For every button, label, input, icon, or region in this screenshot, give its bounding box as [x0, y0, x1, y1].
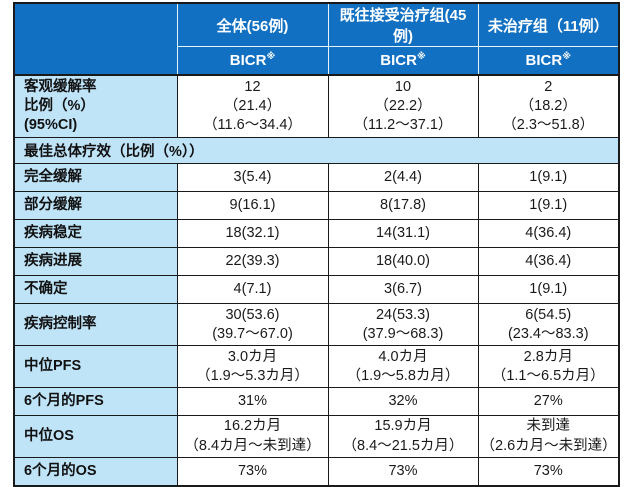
row-progressive-disease: 疾病进展 22(39.3) 18(40.0) 4(36.4) [13, 247, 620, 277]
row-6month-os: 6个月的OS 73% 73% 73% [13, 456, 620, 487]
row-objective-response-rate: 客观缓解率 比例（%） (95%CI) 12 （21.4） （11.6～34.4… [13, 74, 620, 139]
cell-value: 73% [327, 456, 479, 487]
cell-value: 3.0カ月 （1.9～5.3カ月） [176, 345, 329, 389]
cell-value: 4(36.4) [477, 219, 620, 249]
cell-value: 1(9.1) [477, 163, 620, 193]
row-label: 疾病进展 [13, 247, 178, 277]
cell-value: 18(32.1) [176, 219, 329, 249]
bicr-label: BICR [380, 52, 417, 69]
col-header-overall: 全体(56例) [176, 2, 329, 47]
row-6month-pfs: 6个月的PFS 31% 32% 27% [13, 387, 620, 417]
cell-value: 未到達 （2.6カ月～未到達） [477, 415, 620, 458]
row-label: 完全缓解 [13, 163, 178, 193]
cell-value: 2 （18.2） （2.3～51.8） [477, 74, 620, 139]
row-not-evaluable: 不确定 4(7.1) 3(6.7) 1(9.1) [13, 275, 620, 305]
row-partial-response: 部分缓解 9(16.1) 8(17.8) 1(9.1) [13, 191, 620, 221]
cell-value: 1(9.1) [477, 191, 620, 221]
reference-mark: ※ [416, 51, 426, 61]
cell-value: 2.8カ月 （1.1～6.5カ月） [477, 345, 620, 389]
cell-value: 73% [477, 456, 620, 487]
header-group-row: 全体(56例) 既往接受治疗组(45例) 未治疗组（11例） [13, 2, 620, 76]
cell-value: 73% [176, 456, 329, 487]
section-header: 最佳总体疗效（比例（%）） [13, 137, 620, 165]
cell-value: 6(54.5) (23.4～83.3) [477, 303, 620, 347]
subheader-bicr-overall: BICR※ [176, 46, 329, 76]
subheader-bicr-pretreated: BICR※ [327, 46, 479, 76]
row-stable-disease: 疾病稳定 18(32.1) 14(31.1) 4(36.4) [13, 219, 620, 249]
row-median-os: 中位OS 16.2カ月 （8.4カ月～未到達） 15.9カ月 （8.4～21.5… [13, 415, 620, 458]
row-label: 中位OS [13, 415, 178, 458]
cell-value: 2(4.4) [327, 163, 479, 193]
row-section-best-overall-response: 最佳总体疗效（比例（%）） [13, 137, 620, 165]
cell-value: 3(5.4) [176, 163, 329, 193]
cell-value: 4(7.1) [176, 275, 329, 305]
row-label: 6个月的PFS [13, 387, 178, 417]
cell-value: 27% [477, 387, 620, 417]
cell-value: 32% [327, 387, 479, 417]
cell-value: 12 （21.4） （11.6～34.4） [176, 74, 329, 139]
cell-value: 10 （22.2） （11.2～37.1） [327, 74, 479, 139]
cell-value: 8(17.8) [327, 191, 479, 221]
reference-mark: ※ [266, 51, 276, 61]
row-label: 中位PFS [13, 345, 178, 389]
row-label: 疾病稳定 [13, 219, 178, 249]
corner-cell [13, 2, 178, 76]
row-complete-response: 完全缓解 3(5.4) 2(4.4) 1(9.1) [13, 163, 620, 193]
cell-value: 15.9カ月 （8.4～21.5カ月） [327, 415, 479, 458]
cell-value: 9(16.1) [176, 191, 329, 221]
row-label: 不确定 [13, 275, 178, 305]
table-header: 全体(56例) 既往接受治疗组(45例) 未治疗组（11例） BICR※ BIC… [13, 2, 620, 76]
header-sub-row: BICR※ BICR※ BICR※ [14, 46, 620, 76]
row-disease-control-rate: 疾病控制率 30(53.6) (39.7～67.0) 24(53.3) (37.… [13, 303, 620, 347]
row-label: 6个月的OS [13, 456, 178, 487]
row-label: 疾病控制率 [13, 303, 178, 347]
cell-value: 24(53.3) (37.9～68.3) [327, 303, 479, 347]
cell-value: 18(40.0) [327, 247, 479, 277]
col-header-untreated: 未治疗组（11例） [477, 2, 620, 47]
clinical-outcomes-table: 全体(56例) 既往接受治疗组(45例) 未治疗组（11例） BICR※ BIC… [13, 2, 620, 487]
row-label: 客观缓解率 比例（%） (95%CI) [13, 74, 178, 139]
reference-mark: ※ [562, 51, 571, 61]
cell-value: 3(6.7) [327, 275, 479, 305]
bicr-label: BICR [525, 52, 563, 69]
cell-value: 14(31.1) [327, 219, 479, 249]
cell-value: 4.0カ月 （1.9～5.8カ月） [327, 345, 479, 389]
cell-value: 22(39.3) [176, 247, 329, 277]
row-label: 部分缓解 [13, 191, 178, 221]
cell-value: 1(9.1) [477, 275, 620, 305]
efficacy-results-table: 全体(56例) 既往接受治疗组(45例) 未治疗组（11例） BICR※ BIC… [13, 2, 620, 487]
row-median-pfs: 中位PFS 3.0カ月 （1.9～5.3カ月） 4.0カ月 （1.9～5.8カ月… [13, 345, 620, 389]
cell-value: 31% [176, 387, 329, 417]
table-body: 客观缓解率 比例（%） (95%CI) 12 （21.4） （11.6～34.4… [13, 74, 620, 487]
col-header-pretreated: 既往接受治疗组(45例) [327, 2, 479, 47]
cell-value: 30(53.6) (39.7～67.0) [176, 303, 329, 347]
bicr-label: BICR [229, 52, 267, 69]
cell-value: 4(36.4) [477, 247, 620, 277]
cell-value: 16.2カ月 （8.4カ月～未到達） [176, 415, 329, 458]
subheader-bicr-untreated: BICR※ [477, 46, 620, 76]
